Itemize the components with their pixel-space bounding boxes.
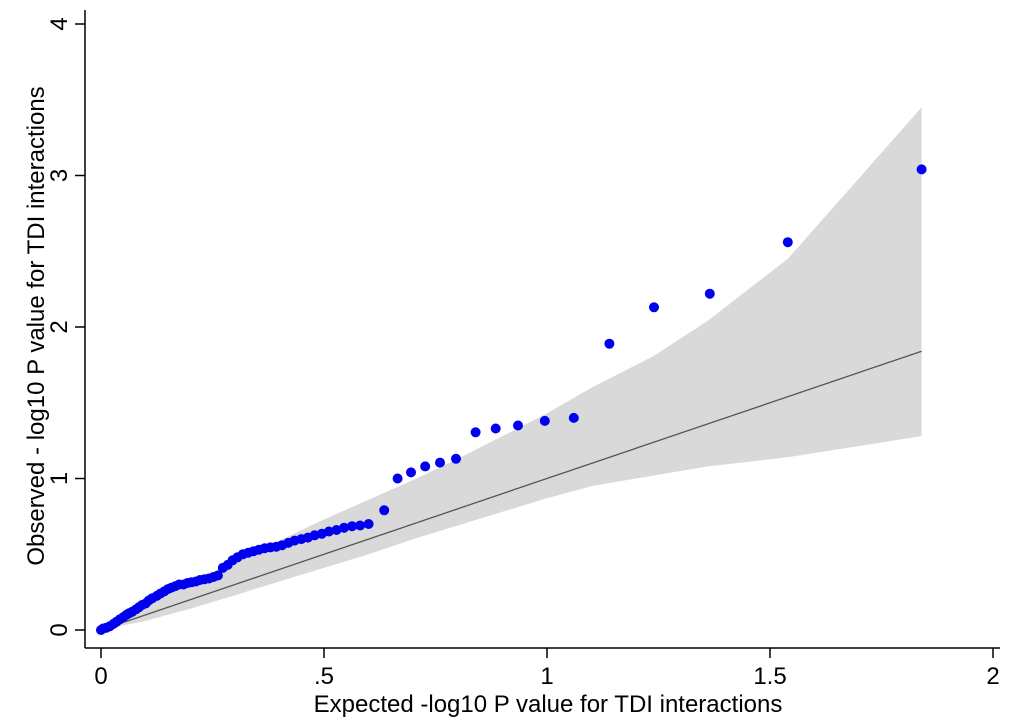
data-point — [379, 505, 390, 516]
data-point — [420, 461, 431, 472]
data-point — [212, 570, 223, 581]
data-point — [916, 164, 927, 175]
data-point — [513, 420, 523, 431]
y-axis-title: Observed - log10 P value for TDI interac… — [23, 86, 50, 565]
data-point — [539, 415, 550, 426]
data-point — [363, 519, 374, 529]
data-point — [355, 520, 366, 531]
data-point — [451, 453, 461, 464]
reference-line — [100, 350, 922, 631]
data-point — [435, 457, 445, 468]
data-point — [604, 338, 615, 349]
data-point — [392, 473, 403, 484]
plot-region — [96, 107, 927, 635]
y-tick-label: 0 — [46, 623, 73, 636]
x-axis-title: Expected -log10 P value for TDI interact… — [314, 691, 783, 718]
data-point — [470, 427, 481, 438]
x-tick-label: 1.5 — [753, 663, 786, 690]
confidence-band — [101, 107, 922, 631]
data-point — [649, 302, 659, 313]
y-tick-label: 2 — [46, 320, 73, 333]
y-tick-label: 4 — [46, 17, 73, 30]
x-tick-label: .5 — [314, 663, 334, 690]
data-point — [331, 525, 342, 535]
data-point — [782, 237, 793, 248]
y-tick-label: 1 — [46, 472, 73, 485]
data-point — [490, 423, 501, 434]
axes: 0 .5 1 1.5 2 0 1 2 3 4 — [46, 10, 1000, 690]
data-point — [339, 522, 350, 533]
x-tick-label: 0 — [94, 663, 107, 690]
data-point — [406, 467, 416, 478]
data-point — [347, 521, 358, 532]
data-point — [568, 412, 579, 423]
x-tick-label: 2 — [986, 663, 999, 690]
data-point — [704, 288, 715, 299]
y-tick-label: 3 — [46, 169, 73, 182]
x-tick-label: 1 — [540, 663, 553, 690]
data-point — [323, 526, 334, 537]
